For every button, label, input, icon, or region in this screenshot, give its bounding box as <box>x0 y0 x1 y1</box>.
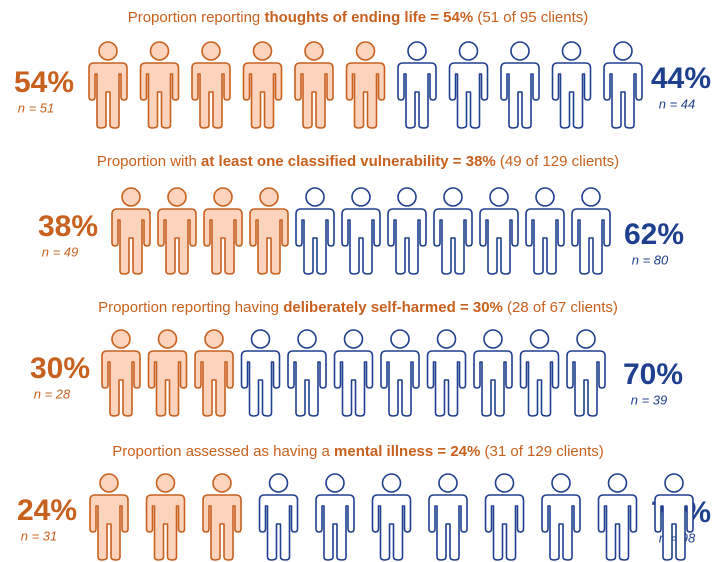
person-icon <box>473 329 513 417</box>
person-icon <box>500 41 540 129</box>
person-icon <box>397 41 437 129</box>
highlighted-person-icon <box>101 329 141 417</box>
highlighted-person-icon <box>139 41 180 129</box>
left-percent: 30% <box>30 352 90 385</box>
person-icon <box>287 329 327 417</box>
row-title: Proportion reporting having deliberately… <box>98 299 618 316</box>
title-post: (28 of 67 clients) <box>503 299 618 316</box>
title-pre: Proportion reporting having <box>98 299 283 316</box>
person-icon <box>315 473 355 561</box>
highlighted-person-icon <box>145 473 186 561</box>
person-icon <box>448 41 489 129</box>
highlighted-person-icon <box>194 329 234 417</box>
person-icon <box>654 473 694 561</box>
person-icon <box>479 187 519 275</box>
highlighted-person-icon <box>242 41 283 129</box>
left-n: n = 51 <box>18 100 55 115</box>
title-pre: Proportion assessed as having a <box>112 443 334 460</box>
title-bold: mental illness = 24% <box>334 443 480 460</box>
highlighted-person-icon <box>157 187 197 275</box>
person-icon <box>428 473 468 561</box>
person-icon <box>551 41 592 129</box>
title-post: (51 of 95 clients) <box>473 9 588 26</box>
left-n: n = 49 <box>42 244 79 259</box>
highlighted-person-icon <box>88 41 128 129</box>
row-title: Proportion with at least one classified … <box>97 153 619 170</box>
title-pre: Proportion reporting <box>128 9 265 26</box>
person-icon <box>371 473 412 561</box>
title-bold: at least one classified vulnerability = … <box>201 153 496 170</box>
person-icon <box>541 473 581 561</box>
right-n: n = 44 <box>659 96 696 111</box>
person-icon <box>240 329 281 417</box>
person-icon <box>426 329 467 417</box>
highlighted-person-icon <box>147 329 188 417</box>
person-icon <box>484 473 525 561</box>
title-bold: deliberately self-harmed = 30% <box>283 299 503 316</box>
person-icon <box>295 187 335 275</box>
row-title: Proportion assessed as having a mental i… <box>112 443 604 460</box>
person-icon <box>333 329 374 417</box>
left-n: n = 28 <box>34 386 71 401</box>
highlighted-person-icon <box>294 41 334 129</box>
person-icon <box>380 329 420 417</box>
title-pre: Proportion with <box>97 153 201 170</box>
person-icon <box>566 329 606 417</box>
left-percent: 24% <box>17 494 77 527</box>
person-icon <box>525 187 565 275</box>
person-icon <box>603 41 643 129</box>
right-percent: 70% <box>623 358 683 391</box>
person-icon <box>597 473 638 561</box>
right-n: n = 39 <box>631 392 668 407</box>
title-post: (31 of 129 clients) <box>480 443 603 460</box>
row-title: Proportion reporting thoughts of ending … <box>128 9 589 26</box>
highlighted-person-icon <box>111 187 151 275</box>
person-icon <box>571 187 611 275</box>
person-icon <box>258 473 299 561</box>
right-percent: 62% <box>624 218 684 251</box>
highlighted-person-icon <box>202 473 242 561</box>
highlighted-person-icon <box>89 473 129 561</box>
right-percent: 44% <box>651 62 711 95</box>
title-bold: thoughts of ending life = 54% <box>264 9 473 26</box>
right-n: n = 80 <box>632 252 669 267</box>
highlighted-person-icon <box>191 41 231 129</box>
person-icon <box>433 187 473 275</box>
left-n: n = 31 <box>21 528 58 543</box>
person-icon <box>341 187 381 275</box>
highlighted-person-icon <box>345 41 386 129</box>
highlighted-person-icon <box>249 187 289 275</box>
person-icon <box>519 329 560 417</box>
left-percent: 38% <box>38 210 98 243</box>
left-percent: 54% <box>14 66 74 99</box>
person-icon <box>387 187 427 275</box>
title-post: (49 of 129 clients) <box>496 153 619 170</box>
highlighted-person-icon <box>203 187 243 275</box>
